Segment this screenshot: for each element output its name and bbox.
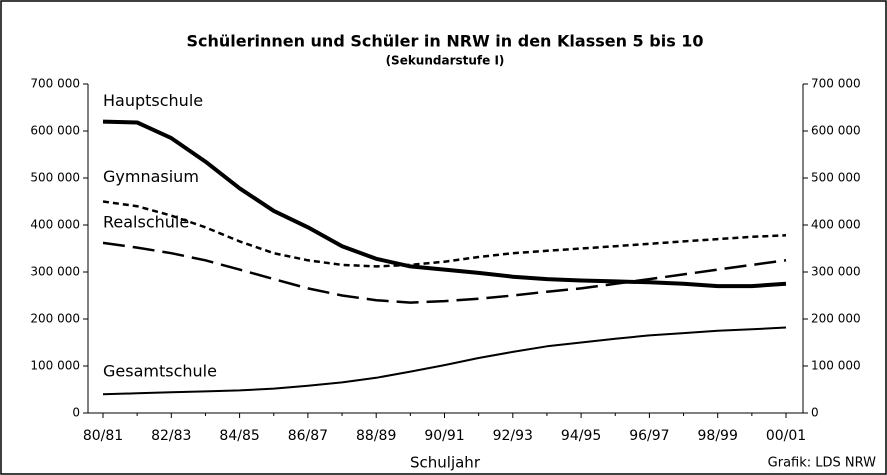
y2-tick-label: 500 000 <box>811 171 861 185</box>
series-label: Gymnasium <box>103 167 199 186</box>
series-line <box>102 119 787 289</box>
y2-tick-label: 100 000 <box>811 359 861 373</box>
credit: Grafik: LDS NRW <box>768 456 876 471</box>
x-tick-label: 80/81 <box>83 428 123 444</box>
y-tick-label: 400 000 <box>30 218 80 232</box>
x-tick-label: 92/93 <box>493 428 533 444</box>
x-tick-label: 98/99 <box>698 428 738 444</box>
x-tick-label: 96/97 <box>629 428 669 444</box>
x-axis-label: Schuljahr <box>410 454 481 472</box>
series-line <box>102 200 787 268</box>
x-tick-label: 94/95 <box>561 428 601 444</box>
y2-tick-label: 700 000 <box>811 77 861 91</box>
x-tick-label: 90/91 <box>424 428 464 444</box>
series-label: Realschule <box>103 212 189 231</box>
y-tick-label: 700 000 <box>30 77 80 91</box>
y2-tick-label: 400 000 <box>811 218 861 232</box>
chart-title: Schülerinnen und Schüler in NRW in den K… <box>186 32 703 51</box>
y-tick-label: 600 000 <box>30 124 80 138</box>
y-tick-label: 300 000 <box>30 265 80 279</box>
x-tick-label: 86/87 <box>288 428 328 444</box>
x-tick-label: 82/83 <box>151 428 191 444</box>
y-tick-label: 200 000 <box>30 312 80 326</box>
x-tick-label: 00/01 <box>766 428 806 444</box>
series-line <box>102 241 787 304</box>
y-tick-label: 500 000 <box>30 171 80 185</box>
y-tick-label: 0 <box>72 406 80 420</box>
x-tick-label: 88/89 <box>356 428 396 444</box>
series-line <box>102 326 787 396</box>
y2-tick-label: 0 <box>811 406 819 420</box>
y2-tick-label: 300 000 <box>811 265 861 279</box>
series-label: Hauptschule <box>103 91 203 110</box>
y-tick-label: 100 000 <box>30 359 80 373</box>
series-label: Gesamtschule <box>103 362 217 381</box>
chart-subtitle: (Sekundarstufe I) <box>386 54 505 68</box>
x-tick-label: 84/85 <box>219 428 259 444</box>
y2-tick-label: 600 000 <box>811 124 861 138</box>
y2-tick-label: 200 000 <box>811 312 861 326</box>
